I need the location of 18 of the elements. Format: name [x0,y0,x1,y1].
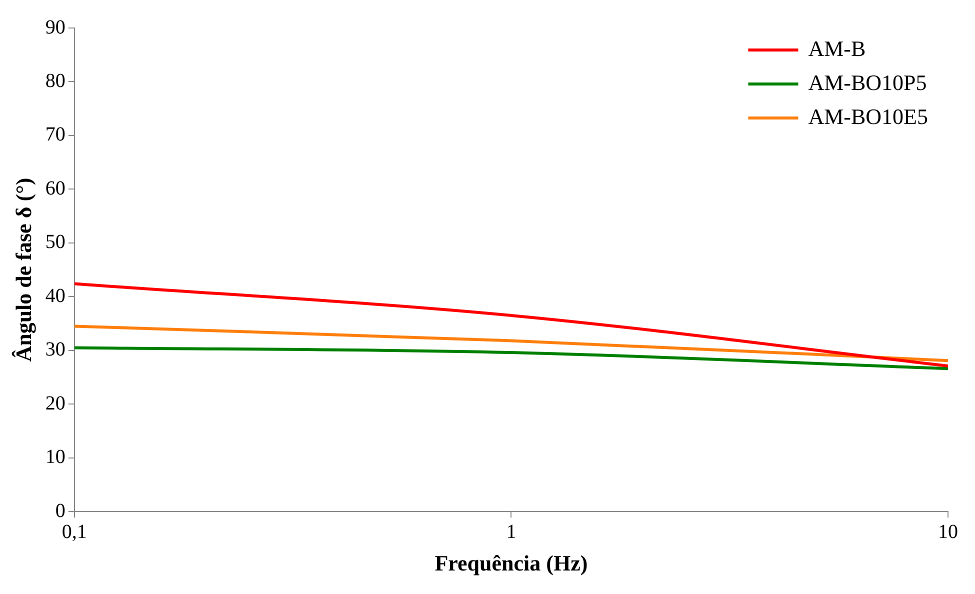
x-tick-label: 10 [938,520,958,543]
y-tick-label: 20 [45,392,66,414]
legend-label: AM-B [808,36,866,61]
x-axis-title: Frequência (Hz) [434,550,588,576]
y-tick-label: 40 [45,284,66,307]
y-tick-label: 60 [45,177,66,200]
y-tick-label: 70 [45,124,66,146]
y-tick-label: 10 [45,446,66,468]
y-tick-label: 90 [45,16,66,38]
x-tick-label: 1 [506,520,516,543]
x-tick-label: 0,1 [62,520,87,543]
y-tick-label: 50 [45,231,66,254]
y-tick-label: 0 [55,500,66,522]
y-tick-label: 80 [45,70,66,92]
y-tick-label: 30 [45,338,66,361]
legend-label: AM-BO10E5 [808,104,928,129]
y-axis-title: Ângulo de fase δ (°) [10,178,36,362]
legend-label: AM-BO10P5 [808,70,927,95]
